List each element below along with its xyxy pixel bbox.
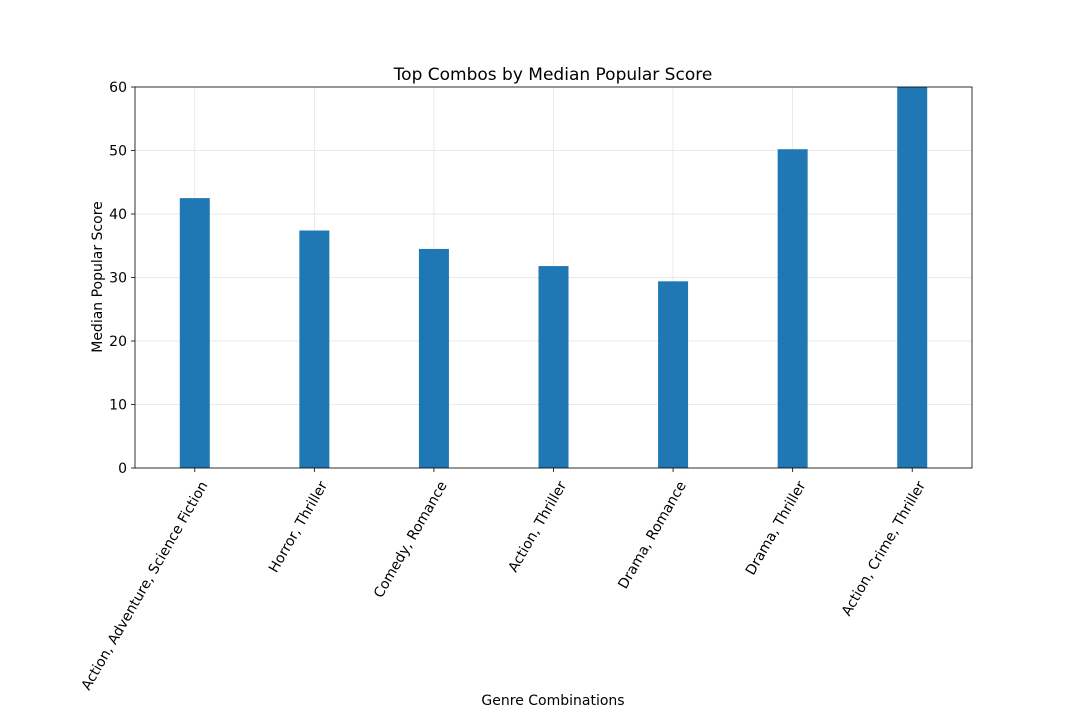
bar [538, 266, 569, 468]
bar [777, 149, 808, 469]
x-tick-label: Comedy, Romance [371, 479, 451, 601]
x-axis-label: Genre Combinations [481, 693, 624, 709]
bar [299, 230, 330, 468]
bar [179, 198, 210, 468]
y-tick-label: 20 [109, 334, 127, 350]
bar [897, 87, 928, 468]
x-tick-label: Drama, Thriller [743, 479, 810, 579]
y-tick-label: 50 [109, 144, 127, 160]
bar [418, 248, 449, 468]
x-tick-label: Action, Adventure, Science Fiction [79, 479, 212, 693]
y-tick-label: 40 [109, 207, 127, 223]
y-tick-label: 10 [109, 398, 127, 414]
bar [658, 281, 689, 468]
x-tick-label: Drama, Romance [615, 479, 690, 592]
x-tick-label: Action, Thriller [505, 479, 570, 576]
x-tick-label: Horror, Thriller [266, 479, 331, 576]
y-tick-label: 0 [118, 461, 127, 477]
bars [179, 87, 928, 469]
y-axis-label: Median Popular Score [90, 201, 106, 353]
y-tick-label: 30 [109, 271, 127, 287]
chart-title: Top Combos by Median Popular Score [393, 65, 713, 85]
x-tick-label: Action, Crime, Thriller [839, 479, 929, 619]
y-tick-label: 60 [109, 80, 127, 96]
